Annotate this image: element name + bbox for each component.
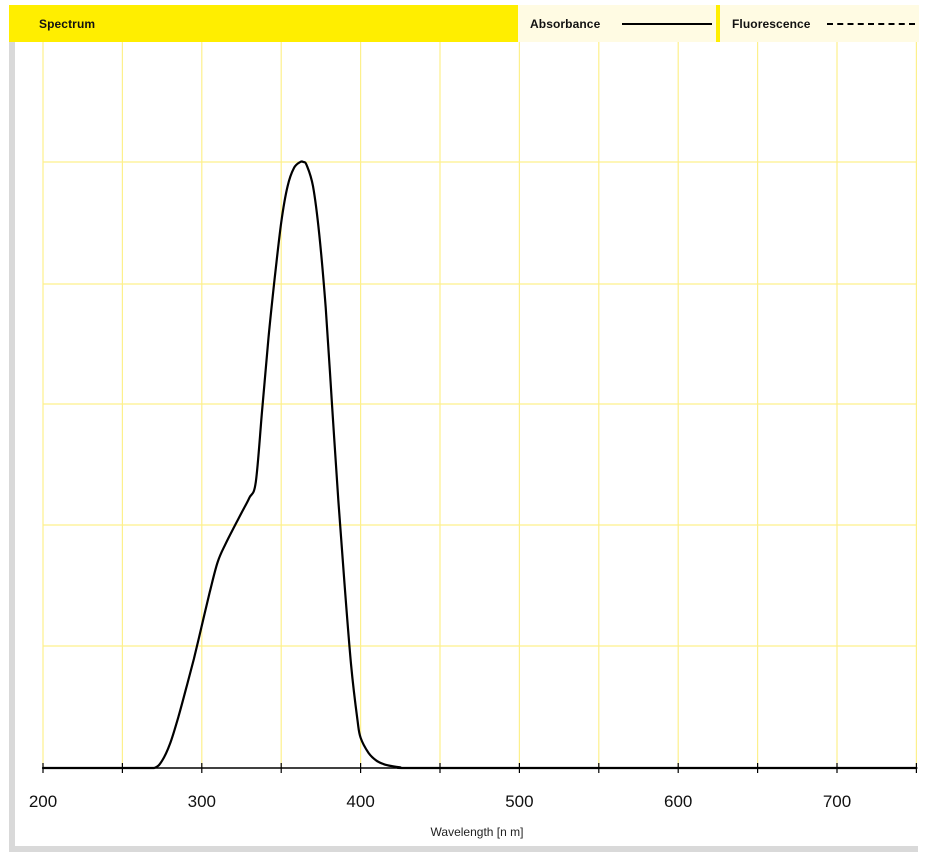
legend-swatch-solid-line — [622, 22, 713, 25]
x-axis-title: Wavelength [n m] — [431, 825, 524, 839]
legend-label-absorbance: Absorbance — [530, 16, 601, 31]
x-tick-label: 200 — [29, 792, 57, 811]
legend-label-fluorescence: Fluorescence — [732, 16, 811, 31]
series-line-absorbance — [41, 160, 918, 770]
chart-header: Spectrum Absorbance Fluorescence — [9, 5, 919, 42]
series-group — [41, 160, 918, 770]
chart-title: Spectrum — [39, 16, 96, 31]
legend-swatch-dashed-line — [826, 22, 915, 25]
frame-bottom-border — [9, 846, 918, 852]
frame-left-border — [9, 42, 15, 852]
x-tick-label: 600 — [664, 792, 692, 811]
chart-title-bar: Spectrum — [9, 5, 518, 42]
legend-item-fluorescence: Fluorescence — [720, 5, 919, 42]
legend-item-absorbance: Absorbance — [518, 5, 716, 42]
x-tick-label: 700 — [823, 792, 851, 811]
axis-labels: Wavelength [n m] — [431, 825, 524, 839]
x-tick-label: 300 — [188, 792, 216, 811]
x-tick-label: 500 — [505, 792, 533, 811]
legend-divider — [716, 5, 720, 42]
x-tick-label: 400 — [346, 792, 374, 811]
grid-lines — [42, 42, 918, 768]
x-axis: 200 300 400 500 600 700 — [29, 763, 918, 811]
